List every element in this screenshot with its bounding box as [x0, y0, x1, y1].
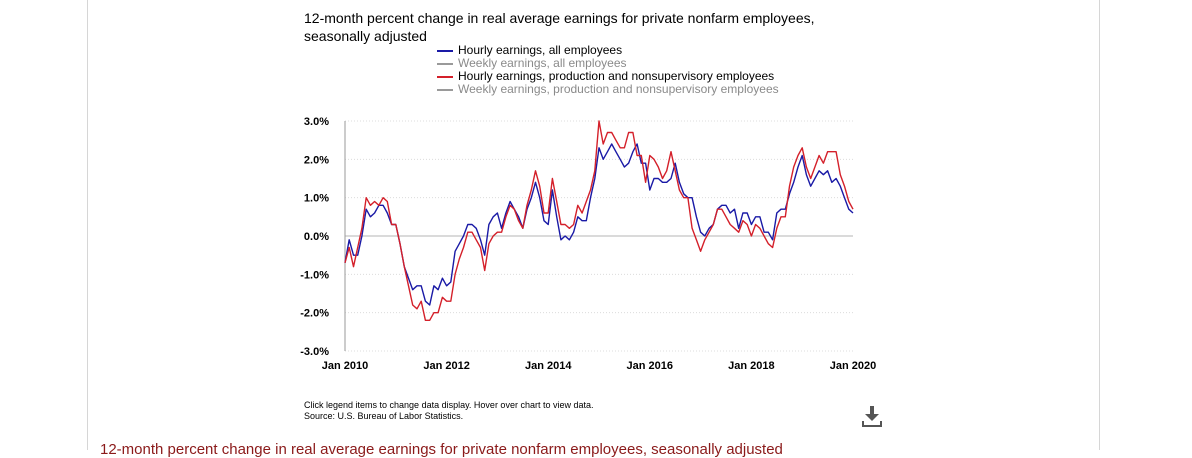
legend-item-weekly-all[interactable]: Weekly earnings, all employees	[437, 57, 779, 70]
y-tick-label: 3.0%	[304, 116, 329, 128]
legend-item-weekly-prod[interactable]: Weekly earnings, production and nonsuper…	[437, 83, 779, 96]
chart-frame	[87, 0, 1100, 450]
x-tick-label: Jan 2020	[830, 360, 876, 372]
series-line-0	[344, 143, 854, 306]
y-tick-label: -2.0%	[300, 308, 329, 320]
legend-label-weekly-prod: Weekly earnings, production and nonsuper…	[458, 82, 779, 96]
legend-item-hourly-all[interactable]: Hourly earnings, all employees	[437, 44, 779, 57]
series-line-2	[344, 120, 854, 321]
x-tick-label: Jan 2010	[322, 360, 368, 372]
y-tick-label: 0.0%	[304, 231, 329, 243]
y-tick-label: -1.0%	[300, 269, 329, 281]
x-tick-label: Jan 2016	[627, 360, 673, 372]
legend-swatch-weekly-prod	[437, 88, 453, 91]
y-tick-label: 1.0%	[304, 193, 329, 205]
legend-label-hourly-all: Hourly earnings, all employees	[458, 43, 623, 57]
x-tick-label: Jan 2012	[423, 360, 469, 372]
legend-swatch-hourly-prod	[437, 75, 453, 78]
legend-label-hourly-prod: Hourly earnings, production and nonsuper…	[458, 69, 775, 83]
y-tick-label: -3.0%	[300, 346, 329, 358]
x-tick-label: Jan 2014	[525, 360, 572, 372]
footnote-instructions: Click legend items to change data displa…	[304, 400, 594, 410]
legend-swatch-hourly-all	[437, 49, 453, 52]
legend: Hourly earnings, all employees Weekly ea…	[437, 44, 779, 96]
x-tick-label: Jan 2018	[728, 360, 774, 372]
footnote: Click legend items to change data displa…	[304, 400, 593, 422]
legend-swatch-weekly-all	[437, 62, 453, 65]
chart-title: 12-month percent change in real average …	[304, 10, 815, 44]
y-tick-label: 2.0%	[304, 154, 329, 166]
legend-label-weekly-all: Weekly earnings, all employees	[458, 56, 627, 70]
footnote-source: Source: U.S. Bureau of Labor Statistics.	[304, 411, 464, 421]
download-icon[interactable]	[860, 404, 884, 428]
legend-item-hourly-prod[interactable]: Hourly earnings, production and nonsuper…	[437, 70, 779, 83]
